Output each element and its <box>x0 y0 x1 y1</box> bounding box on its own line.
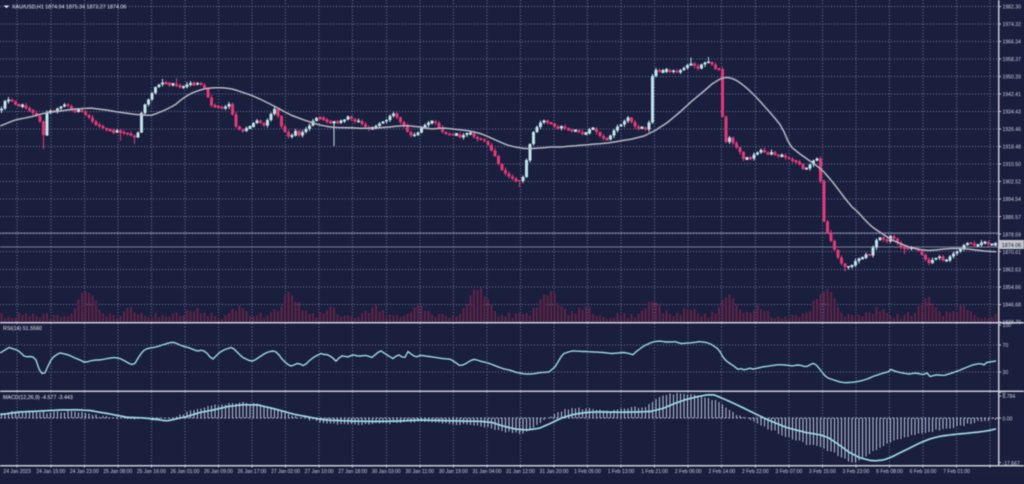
svg-text:6 Feb 16:00: 6 Feb 16:00 <box>910 469 937 475</box>
svg-text:1966.34: 1966.34 <box>1003 40 1022 46</box>
svg-text:25 Jan 16:00: 25 Jan 16:00 <box>137 469 166 475</box>
svg-text:1 Feb 13:00: 1 Feb 13:00 <box>608 469 635 475</box>
svg-text:1934.43: 1934.43 <box>1003 110 1022 116</box>
svg-text:26 Jan 09:00: 26 Jan 09:00 <box>204 469 233 475</box>
svg-text:70: 70 <box>1003 343 1009 349</box>
svg-text:RSI(14) 51.5560: RSI(14) 51.5560 <box>3 326 42 332</box>
svg-text:1910.50: 1910.50 <box>1003 162 1022 168</box>
svg-text:25 Jan 08:00: 25 Jan 08:00 <box>103 469 132 475</box>
svg-text:1942.41: 1942.41 <box>1003 92 1022 98</box>
svg-text:1862.63: 1862.63 <box>1003 267 1022 273</box>
svg-text:31 Jan 20:00: 31 Jan 20:00 <box>540 469 569 475</box>
svg-text:6 Feb 08:00: 6 Feb 08:00 <box>876 469 903 475</box>
svg-text:1838.70: 1838.70 <box>1003 320 1022 326</box>
svg-text:MACD(12,26,9) -4.577 -3.443: MACD(12,26,9) -4.577 -3.443 <box>3 395 73 401</box>
svg-text:1854.66: 1854.66 <box>1003 285 1022 291</box>
svg-text:XAU/USD,H1 1874.94 1875.34 18: XAU/USD,H1 1874.94 1875.34 1873.27 1874.… <box>12 5 126 11</box>
svg-text:30: 30 <box>1003 370 1009 376</box>
svg-text:-17.667: -17.667 <box>1003 461 1020 467</box>
svg-text:3 Feb 07:00: 3 Feb 07:00 <box>776 469 803 475</box>
svg-text:24 Jan 2023: 24 Jan 2023 <box>3 469 31 475</box>
svg-text:1982.30: 1982.30 <box>1003 4 1022 10</box>
svg-text:1886.57: 1886.57 <box>1003 215 1022 221</box>
svg-text:1 Feb 05:00: 1 Feb 05:00 <box>574 469 601 475</box>
svg-text:27 Jan 18:00: 27 Jan 18:00 <box>338 469 367 475</box>
svg-text:1974.32: 1974.32 <box>1003 22 1022 28</box>
svg-text:1902.52: 1902.52 <box>1003 180 1022 186</box>
svg-text:2 Feb 22:00: 2 Feb 22:00 <box>742 469 769 475</box>
svg-text:26 Jan 17:00: 26 Jan 17:00 <box>238 469 267 475</box>
svg-text:7 Feb 01:00: 7 Feb 01:00 <box>943 469 970 475</box>
svg-text:1926.46: 1926.46 <box>1003 127 1022 133</box>
svg-text:30 Jan 19:00: 30 Jan 19:00 <box>439 469 468 475</box>
svg-text:1950.39: 1950.39 <box>1003 75 1022 81</box>
svg-text:1878.59: 1878.59 <box>1003 232 1022 238</box>
svg-text:1918.48: 1918.48 <box>1003 145 1022 151</box>
svg-text:1894.54: 1894.54 <box>1003 197 1022 203</box>
svg-text:30 Jan 11:00: 30 Jan 11:00 <box>406 469 435 475</box>
svg-text:1958.37: 1958.37 <box>1003 57 1022 63</box>
svg-text:2 Feb 06:00: 2 Feb 06:00 <box>675 469 702 475</box>
svg-text:3 Feb 15:00: 3 Feb 15:00 <box>809 469 836 475</box>
svg-text:24 Jan 23:00: 24 Jan 23:00 <box>70 469 99 475</box>
svg-text:31 Jan 12:00: 31 Jan 12:00 <box>506 469 535 475</box>
svg-text:1870.61: 1870.61 <box>1003 250 1022 256</box>
svg-text:1874.06: 1874.06 <box>1002 243 1022 249</box>
svg-text:24 Jan 15:00: 24 Jan 15:00 <box>36 469 65 475</box>
svg-text:0: 0 <box>1003 390 1006 396</box>
svg-text:3 Feb 23:00: 3 Feb 23:00 <box>843 469 870 475</box>
svg-text:1 Feb 21:00: 1 Feb 21:00 <box>641 469 668 475</box>
svg-text:26 Jan 01:00: 26 Jan 01:00 <box>170 469 199 475</box>
svg-text:1846.68: 1846.68 <box>1003 302 1022 308</box>
svg-text:2 Feb 14:00: 2 Feb 14:00 <box>708 469 735 475</box>
svg-text:30 Jan 03:00: 30 Jan 03:00 <box>372 469 401 475</box>
svg-text:8.784: 8.784 <box>1003 394 1016 400</box>
svg-text:100: 100 <box>1003 323 1012 329</box>
svg-text:0.00: 0.00 <box>1003 416 1013 422</box>
svg-text:27 Jan 10:00: 27 Jan 10:00 <box>305 469 334 475</box>
svg-text:31 Jan 04:00: 31 Jan 04:00 <box>472 469 501 475</box>
svg-text:27 Jan 02:00: 27 Jan 02:00 <box>271 469 300 475</box>
